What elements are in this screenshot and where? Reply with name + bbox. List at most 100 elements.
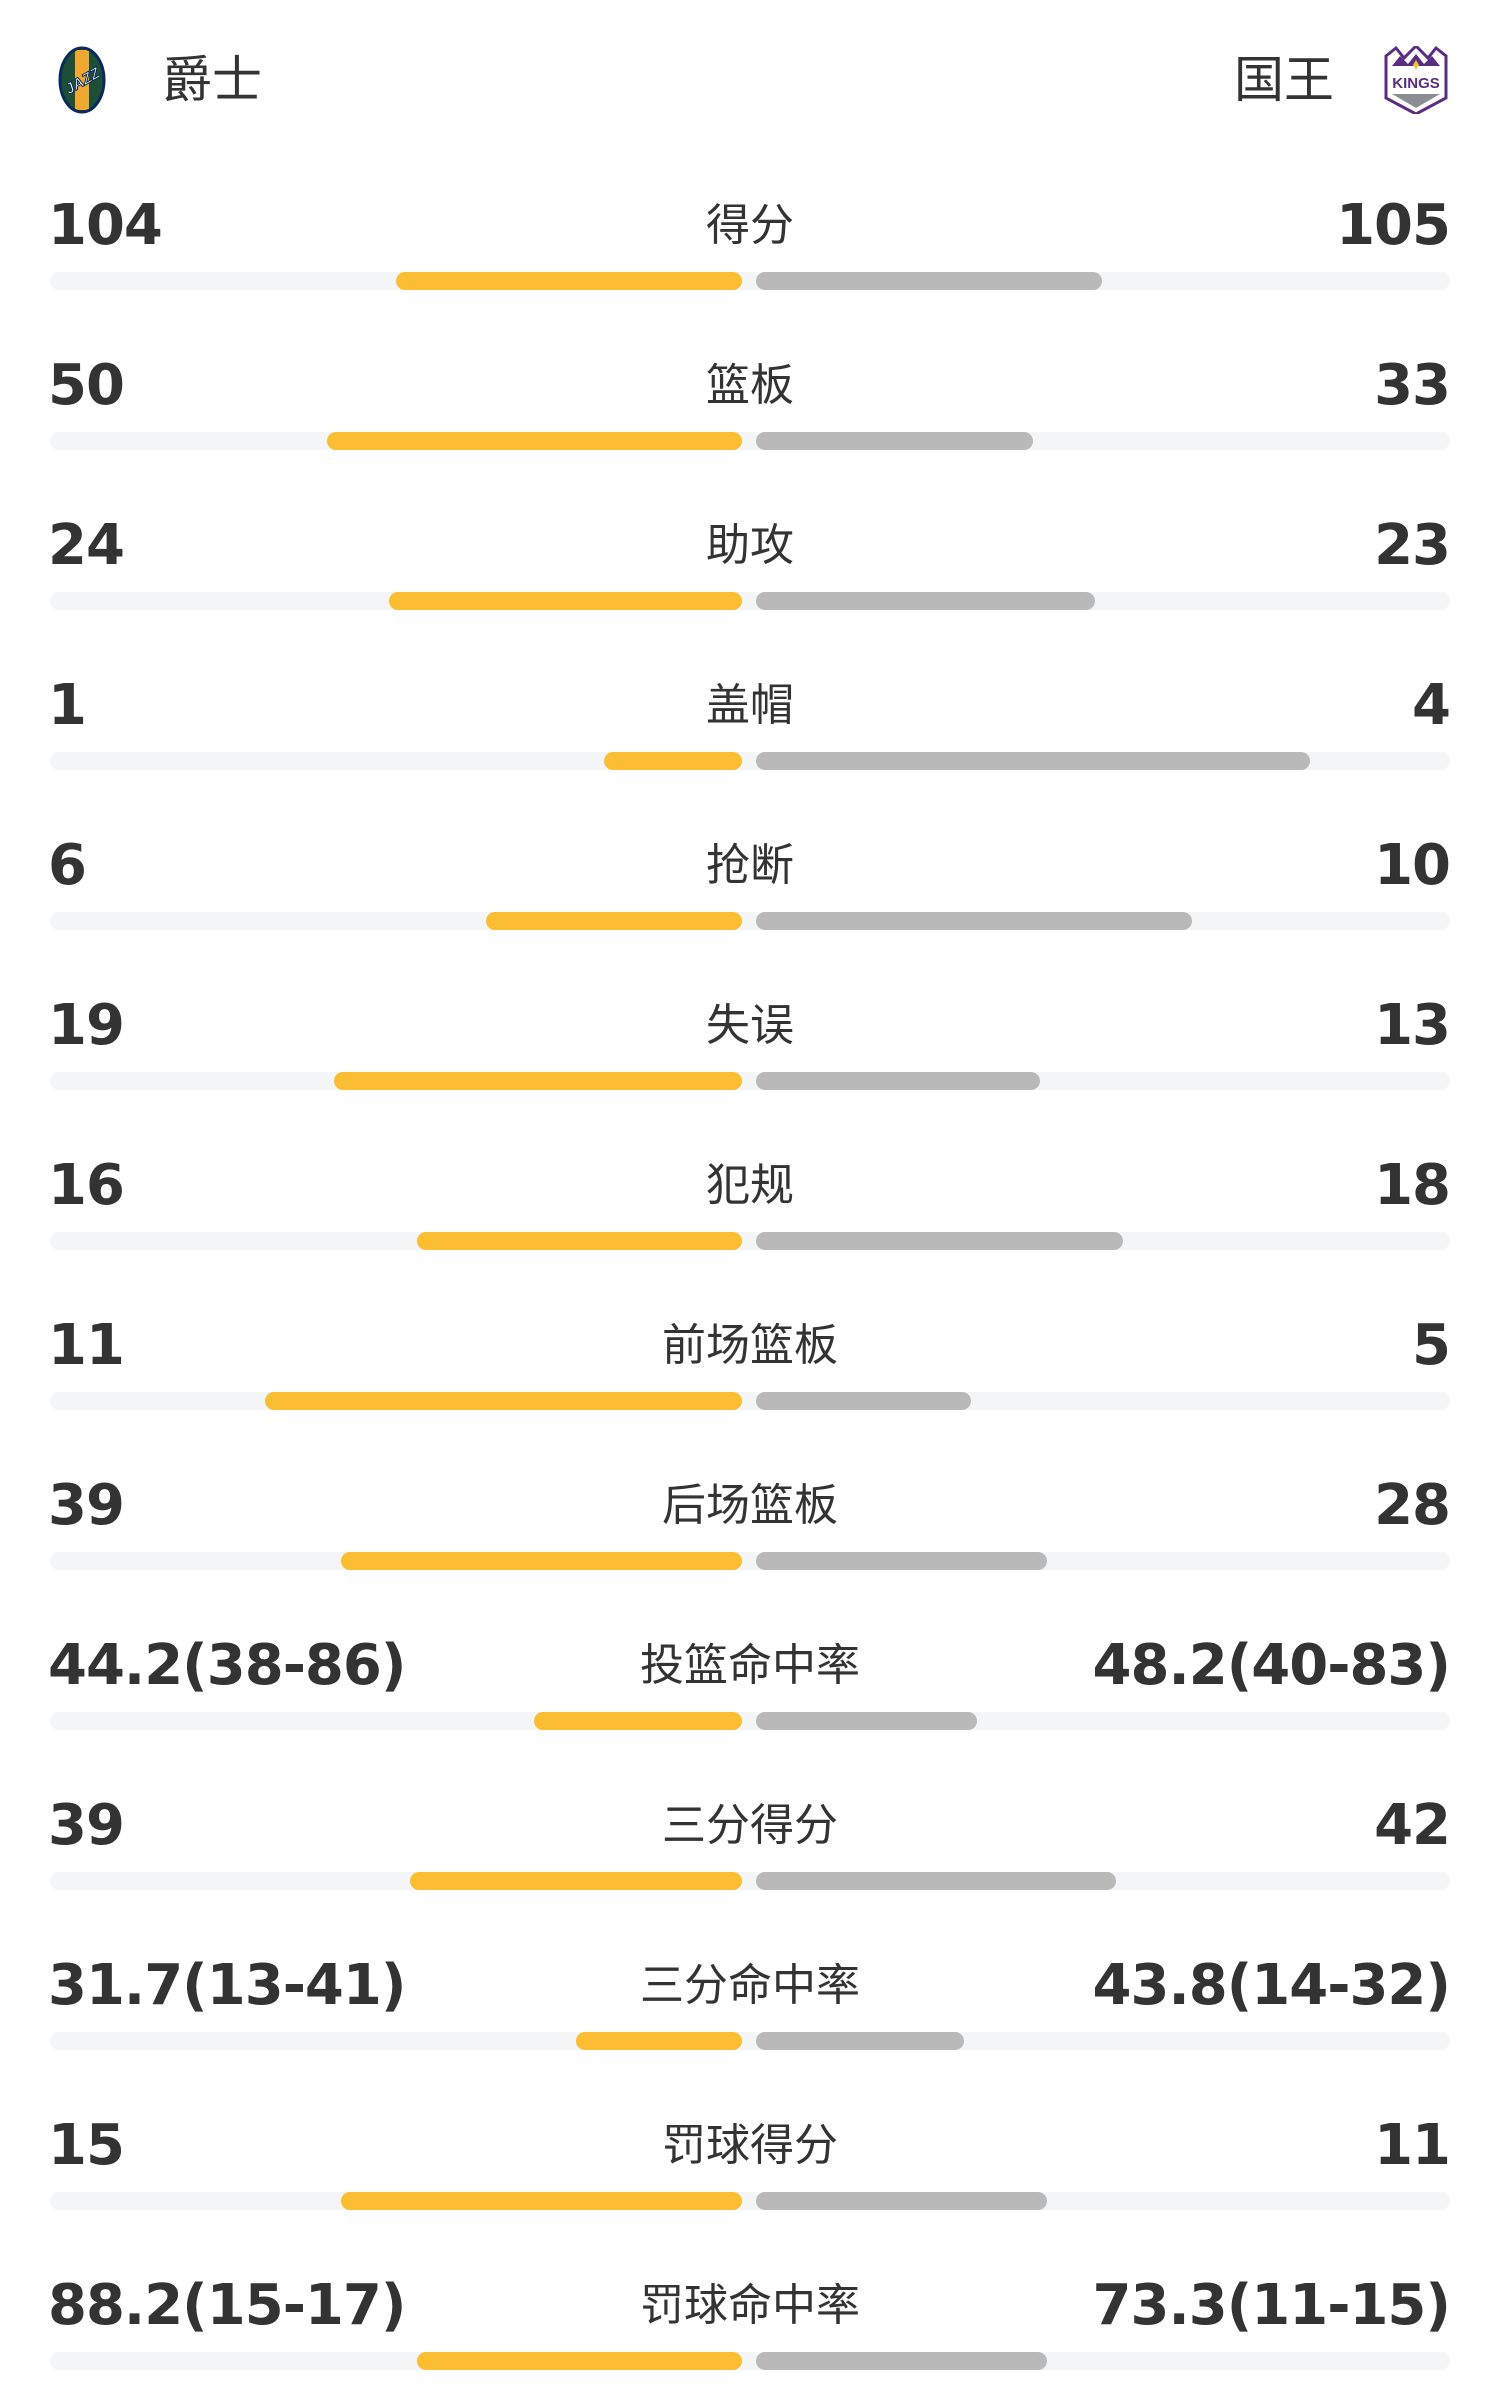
stat-label: 罚球命中率 [640, 2280, 860, 2331]
away-stat-bar [756, 1712, 977, 1730]
away-stat-bar [756, 752, 1310, 770]
stat-row: 15 罚球得分 11 [0, 2070, 1500, 2230]
home-team-name: 爵士 [162, 51, 262, 109]
stat-label: 篮板 [706, 360, 794, 411]
home-stat-value: 11 [48, 1313, 125, 1378]
away-stat-value: 105 [1336, 193, 1451, 258]
stat-label: 抢断 [706, 840, 794, 891]
stat-label: 失误 [706, 1000, 794, 1051]
stat-label: 后场篮板 [662, 1480, 838, 1531]
home-stat-value: 39 [48, 1473, 125, 1538]
home-stat-value: 104 [48, 193, 163, 258]
stat-bar-track [50, 1712, 1450, 1730]
stat-row: 6 抢断 10 [0, 790, 1500, 950]
away-stat-value: 48.2(40-83) [1092, 1633, 1451, 1698]
stat-label: 犯规 [706, 1160, 794, 1211]
away-stat-value: 23 [1374, 513, 1451, 578]
home-stat-value: 6 [48, 833, 87, 898]
away-stat-value: 28 [1374, 1473, 1451, 1538]
home-stat-bar [334, 1072, 742, 1090]
stat-row: 24 助攻 23 [0, 470, 1500, 630]
away-stat-value: 13 [1374, 993, 1451, 1058]
stat-bar-track [50, 1392, 1450, 1410]
home-stat-bar [417, 2352, 742, 2370]
stat-row: 16 犯规 18 [0, 1110, 1500, 1270]
away-team-name: 国王 [1234, 51, 1334, 109]
away-stat-bar [756, 272, 1102, 290]
stat-row: 1 盖帽 4 [0, 630, 1500, 790]
away-stat-value: 10 [1374, 833, 1451, 898]
home-stat-bar [534, 1712, 742, 1730]
away-stat-bar [756, 2352, 1047, 2370]
home-stat-value: 15 [48, 2113, 125, 2178]
stat-bar-track [50, 1552, 1450, 1570]
home-stat-value: 44.2(38-86) [48, 1633, 406, 1698]
home-stat-value: 39 [48, 1793, 125, 1858]
svg-text:KINGS: KINGS [1392, 75, 1440, 92]
away-stat-bar [756, 432, 1033, 450]
away-stat-bar [756, 2192, 1047, 2210]
stat-row: 44.2(38-86) 投篮命中率 48.2(40-83) [0, 1590, 1500, 1750]
stat-row: 11 前场篮板 5 [0, 1270, 1500, 1430]
stat-row: 39 三分得分 42 [0, 1750, 1500, 1910]
stat-label: 前场篮板 [662, 1320, 838, 1371]
stat-bar-track [50, 2192, 1450, 2210]
home-stat-value: 19 [48, 993, 125, 1058]
home-stat-bar [389, 592, 742, 610]
home-stat-bar [341, 2192, 742, 2210]
away-stat-value: 33 [1374, 353, 1451, 418]
jazz-logo-icon: JAZZ [58, 46, 106, 114]
home-stat-bar [576, 2032, 742, 2050]
stat-label: 盖帽 [706, 680, 794, 731]
away-stat-bar [756, 2032, 964, 2050]
away-stat-value: 11 [1374, 2113, 1451, 2178]
home-stat-value: 16 [48, 1153, 125, 1218]
home-stat-value: 24 [48, 513, 125, 578]
stat-bar-track [50, 2032, 1450, 2050]
away-stat-value: 5 [1412, 1313, 1451, 1378]
home-stat-value: 88.2(15-17) [48, 2273, 406, 2338]
stat-label: 三分得分 [662, 1800, 838, 1851]
home-stat-bar [486, 912, 742, 930]
away-stat-bar [756, 592, 1095, 610]
away-stat-value: 4 [1412, 673, 1451, 738]
away-stat-bar [756, 912, 1192, 930]
home-stat-bar [341, 1552, 742, 1570]
stat-label: 投篮命中率 [640, 1640, 860, 1691]
stat-row: 31.7(13-41) 三分命中率 43.8(14-32) [0, 1910, 1500, 2070]
stat-bar-track [50, 1072, 1450, 1090]
stat-bar-track [50, 1872, 1450, 1890]
home-stat-bar [265, 1392, 742, 1410]
stat-bar-track [50, 912, 1450, 930]
stat-row: 19 失误 13 [0, 950, 1500, 1110]
stat-bar-track [50, 592, 1450, 610]
home-stat-bar [327, 432, 742, 450]
stat-row: 88.2(15-17) 罚球命中率 73.3(11-15) [0, 2230, 1500, 2390]
home-stat-bar [410, 1872, 742, 1890]
kings-logo-icon: KINGS [1384, 46, 1448, 114]
home-stat-value: 31.7(13-41) [48, 1953, 406, 2018]
stat-label: 罚球得分 [662, 2120, 838, 2171]
away-stat-value: 43.8(14-32) [1092, 1953, 1451, 2018]
home-stat-bar [604, 752, 742, 770]
stat-bar-track [50, 432, 1450, 450]
away-stat-value: 42 [1374, 1793, 1451, 1858]
stat-row: 50 篮板 33 [0, 310, 1500, 470]
stat-bar-track [50, 272, 1450, 290]
home-stat-bar [396, 272, 742, 290]
home-stat-bar [417, 1232, 742, 1250]
stat-row: 39 后场篮板 28 [0, 1430, 1500, 1590]
away-stat-value: 73.3(11-15) [1092, 2273, 1451, 2338]
stat-bar-track [50, 1232, 1450, 1250]
stat-bar-track [50, 2352, 1450, 2370]
stat-label: 助攻 [706, 520, 794, 571]
away-stat-bar [756, 1072, 1040, 1090]
stat-label: 三分命中率 [640, 1960, 860, 2011]
stat-label: 得分 [706, 200, 794, 251]
away-stat-bar [756, 1872, 1116, 1890]
team-header: JAZZ 爵士 国王 KINGS [0, 0, 1500, 160]
stat-row: 104 得分 105 [0, 150, 1500, 310]
away-stat-bar [756, 1392, 971, 1410]
home-stat-value: 1 [48, 673, 87, 738]
away-stat-value: 18 [1374, 1153, 1451, 1218]
